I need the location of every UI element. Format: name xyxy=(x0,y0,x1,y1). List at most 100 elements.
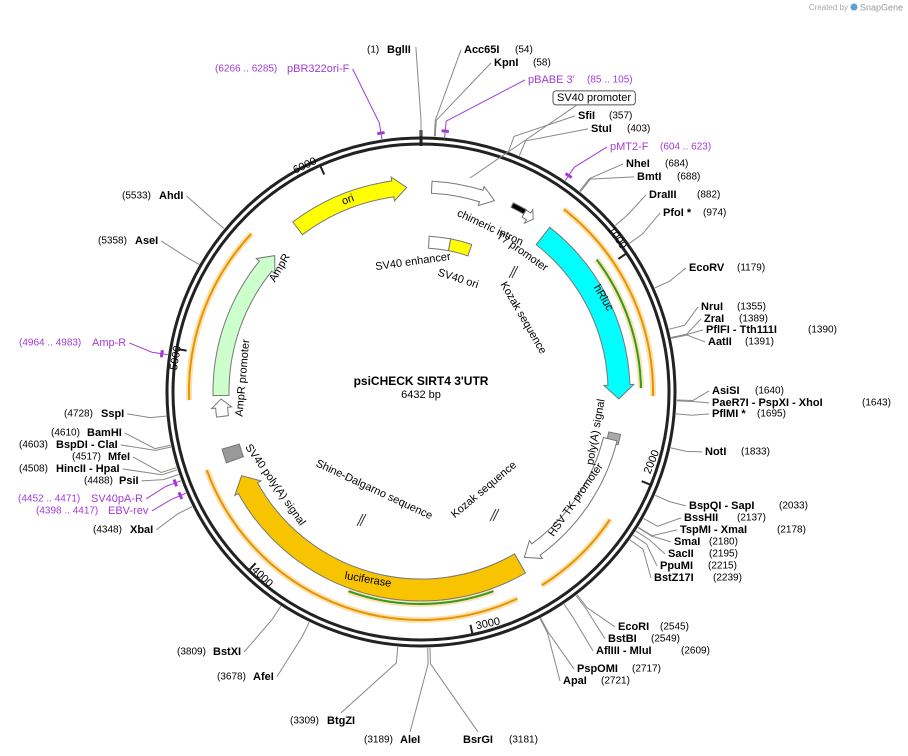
leader-line xyxy=(655,494,687,507)
leader-line xyxy=(469,104,578,179)
leader-line xyxy=(243,605,282,653)
leader-line xyxy=(629,212,661,244)
site-position: (4488) xyxy=(84,476,113,487)
primer-range: (6266 .. 6285) xyxy=(215,64,277,75)
site-position: (2033) xyxy=(779,501,808,512)
feature-track xyxy=(541,518,611,587)
leader-line xyxy=(637,527,672,543)
leader-line xyxy=(120,444,172,451)
leader-line xyxy=(575,595,606,640)
site-name: BsrGI xyxy=(463,734,493,746)
site-name: AseI xyxy=(135,235,158,247)
site-name: SfiI xyxy=(578,110,595,122)
site-position: (2195) xyxy=(709,549,738,560)
ruler-label: 5000 xyxy=(168,345,184,371)
feature-arrow xyxy=(447,238,473,257)
site-name: BstBI xyxy=(608,633,637,645)
site-name: Acc65I xyxy=(464,44,499,56)
site-position: (3678) xyxy=(217,672,246,683)
leader-line xyxy=(434,62,492,137)
feature-arrow xyxy=(430,180,496,207)
site-name: AflIII - MluI xyxy=(596,645,652,657)
feature-label: SV40 promoter xyxy=(557,92,631,104)
ruler-tick xyxy=(248,562,257,571)
feature-arrow xyxy=(210,398,233,418)
site-position: (1643) xyxy=(862,398,891,409)
site-name: DraIII xyxy=(649,189,677,201)
logo xyxy=(850,3,858,11)
leader-line xyxy=(676,390,710,402)
leader-line xyxy=(654,267,687,289)
feature-arrow xyxy=(292,176,408,236)
site-name: AfeI xyxy=(253,671,274,683)
leader-line xyxy=(518,128,589,156)
feature-arrow xyxy=(510,202,527,215)
site-position: (1) xyxy=(367,45,379,56)
credit: Created by xyxy=(809,3,848,12)
primer-name: pBABE 3' xyxy=(528,74,575,86)
leader-line xyxy=(576,594,616,628)
ruler-tick xyxy=(469,624,474,634)
leader-line xyxy=(160,240,200,265)
site-position: (2180) xyxy=(709,537,738,548)
leader-line xyxy=(615,194,647,226)
site-name: AhdI xyxy=(159,190,183,202)
leader-line xyxy=(635,530,666,555)
site-position: (2545) xyxy=(660,622,689,633)
site-name: BspQI - SapI xyxy=(689,500,754,512)
leader-line xyxy=(669,306,699,330)
site-name: BstZ17I xyxy=(654,572,694,584)
leader-line xyxy=(579,176,635,192)
site-position: (1355) xyxy=(737,302,766,313)
site-position: (58) xyxy=(533,58,551,69)
site-position: (3309) xyxy=(290,716,319,727)
leader-line xyxy=(508,115,576,152)
leader-line xyxy=(676,400,710,404)
site-position: (357) xyxy=(609,111,632,122)
site-name: ZraI xyxy=(704,313,724,325)
site-name: BssHII xyxy=(684,512,718,524)
leader-line xyxy=(676,413,710,416)
feature-track xyxy=(348,590,494,605)
site-position: (4348) xyxy=(93,525,122,536)
feature-track xyxy=(205,469,518,621)
leader-line xyxy=(540,618,575,670)
primer-name: pBR322ori-F xyxy=(287,63,350,75)
site-position: (5358) xyxy=(98,236,127,247)
feature-label: ori xyxy=(340,192,356,207)
feature-arrow xyxy=(212,255,276,397)
site-position: (684) xyxy=(665,159,688,170)
ruler-tick xyxy=(641,480,651,486)
ruler-tick xyxy=(617,253,627,260)
leader-line xyxy=(132,456,177,473)
site-name: EcoRI xyxy=(618,621,649,633)
site-name: AsiSI xyxy=(712,385,740,397)
site-name: PaeR7I - PspXI - XhoI xyxy=(712,397,823,409)
leader-line xyxy=(352,68,383,140)
map-length: 6432 bp xyxy=(401,389,441,401)
leader-line xyxy=(186,195,225,229)
site-position: (1179) xyxy=(737,263,765,274)
feature-arrow xyxy=(535,226,636,400)
leader-line xyxy=(433,49,462,137)
site-name: PflFI - Tth111I xyxy=(706,324,777,336)
site-position: (2137) xyxy=(737,513,766,524)
site-name: PfoI * xyxy=(663,207,692,219)
site-name: BspDI - ClaI xyxy=(56,439,118,451)
leader-line xyxy=(151,492,187,512)
site-name: SspI xyxy=(101,408,124,420)
site-position: (1389) xyxy=(739,314,768,325)
site-position: (1390) xyxy=(808,325,837,336)
site-position: (3181) xyxy=(509,735,538,746)
feature-label: SV40 ori xyxy=(436,267,480,291)
primer-name: pMT2-F xyxy=(610,141,649,153)
feature-track xyxy=(188,233,253,401)
site-position: (2215) xyxy=(708,561,737,572)
site-position: (2717) xyxy=(632,664,661,675)
leader-line xyxy=(444,79,526,138)
feature-arrow xyxy=(428,235,452,252)
site-name: BmtI xyxy=(637,171,661,183)
map-title: psiCHECK SIRT4 3'UTR xyxy=(354,374,489,388)
site-position: (2178) xyxy=(777,525,806,536)
